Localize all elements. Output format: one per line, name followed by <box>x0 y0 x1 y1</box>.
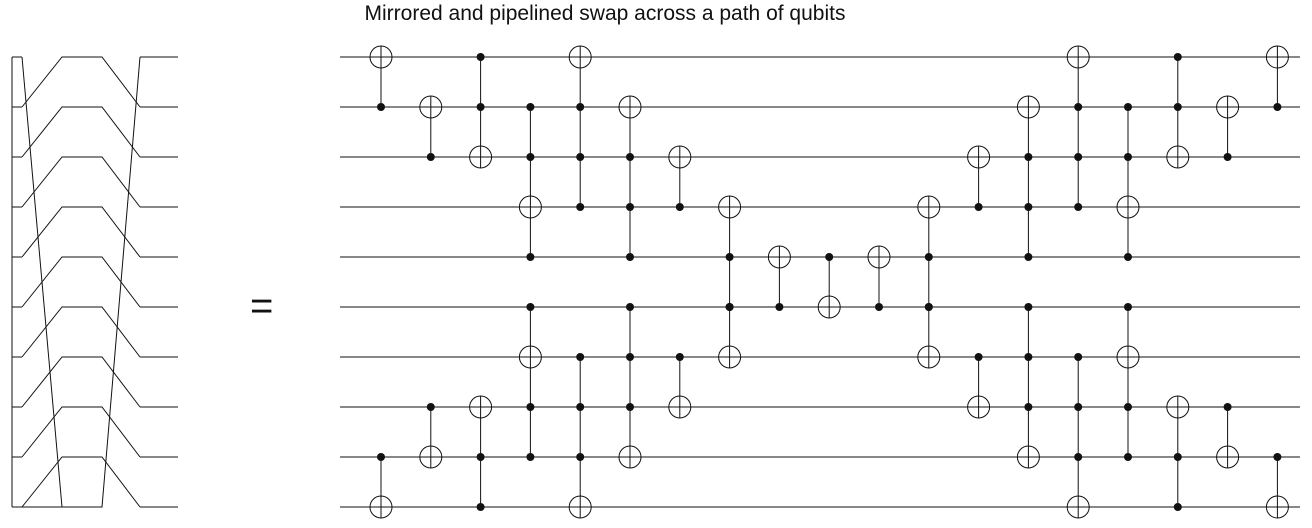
control-dot <box>377 453 385 461</box>
control-dot <box>1024 303 1033 311</box>
control-dot <box>1074 453 1083 461</box>
control-dot <box>1074 203 1083 211</box>
control-dot <box>1024 353 1033 361</box>
control-dot <box>725 253 734 261</box>
control-dot <box>675 353 684 361</box>
control-dot <box>1124 103 1132 111</box>
control-dot <box>576 153 585 161</box>
control-dot <box>1074 103 1083 111</box>
control-dot <box>526 103 535 111</box>
control-dot <box>377 103 385 111</box>
control-dot <box>476 453 485 461</box>
control-dot <box>1173 503 1182 511</box>
circuit-wires <box>340 56 1300 508</box>
control-dot <box>626 153 634 161</box>
control-dot <box>675 203 684 211</box>
control-dot <box>1223 403 1232 411</box>
control-dot <box>1024 253 1033 261</box>
swap-network <box>11 56 178 508</box>
circuit-gates <box>369 45 1289 519</box>
control-dot <box>974 353 983 361</box>
control-dot <box>1273 453 1282 461</box>
control-dot <box>526 253 535 261</box>
swap-strand <box>21 356 141 408</box>
equals-sign: = <box>250 284 274 328</box>
control-dot <box>626 303 634 311</box>
control-dot <box>775 303 784 311</box>
control-dot <box>476 103 485 111</box>
control-dot <box>576 203 585 211</box>
control-dot <box>626 403 634 411</box>
control-dot <box>1173 53 1182 61</box>
swap-strand <box>21 456 141 508</box>
control-dot <box>1124 253 1132 261</box>
control-dot <box>426 153 435 161</box>
control-dot <box>476 53 485 61</box>
control-dot <box>924 303 933 311</box>
control-dot <box>526 303 535 311</box>
control-dot <box>626 203 634 211</box>
control-dot <box>1124 453 1132 461</box>
control-dot <box>1173 103 1182 111</box>
control-dot <box>1024 403 1033 411</box>
control-dot <box>526 453 535 461</box>
swap-long-strand <box>21 56 141 508</box>
diagram-title: Mirrored and pipelined swap across a pat… <box>364 2 846 25</box>
control-dot <box>825 253 834 261</box>
control-dot <box>576 103 585 111</box>
control-dot <box>426 403 435 411</box>
control-dot <box>576 353 585 361</box>
control-dot <box>924 253 933 261</box>
swap-strand <box>21 156 141 208</box>
control-dot <box>626 253 634 261</box>
swap-strand <box>21 106 141 158</box>
swap-strand <box>21 306 141 358</box>
control-dot <box>1074 403 1083 411</box>
control-dot <box>875 303 883 311</box>
control-dot <box>526 403 535 411</box>
control-dot <box>1273 103 1282 111</box>
control-dot <box>476 503 485 511</box>
swap-strand <box>21 206 141 258</box>
control-dot <box>1124 403 1132 411</box>
control-dot <box>1074 153 1083 161</box>
control-dot <box>1223 153 1232 161</box>
control-dot <box>1124 153 1132 161</box>
control-dot <box>1124 303 1132 311</box>
control-dot <box>725 303 734 311</box>
control-dot <box>626 353 634 361</box>
control-dot <box>1074 353 1083 361</box>
control-dot <box>526 153 535 161</box>
swap-strand <box>21 56 141 108</box>
control-dot <box>1173 453 1182 461</box>
control-dot <box>1024 203 1033 211</box>
control-dot <box>576 453 585 461</box>
control-dot <box>1024 153 1033 161</box>
control-dot <box>974 203 983 211</box>
control-dot <box>576 403 585 411</box>
swap-strand <box>21 406 141 458</box>
